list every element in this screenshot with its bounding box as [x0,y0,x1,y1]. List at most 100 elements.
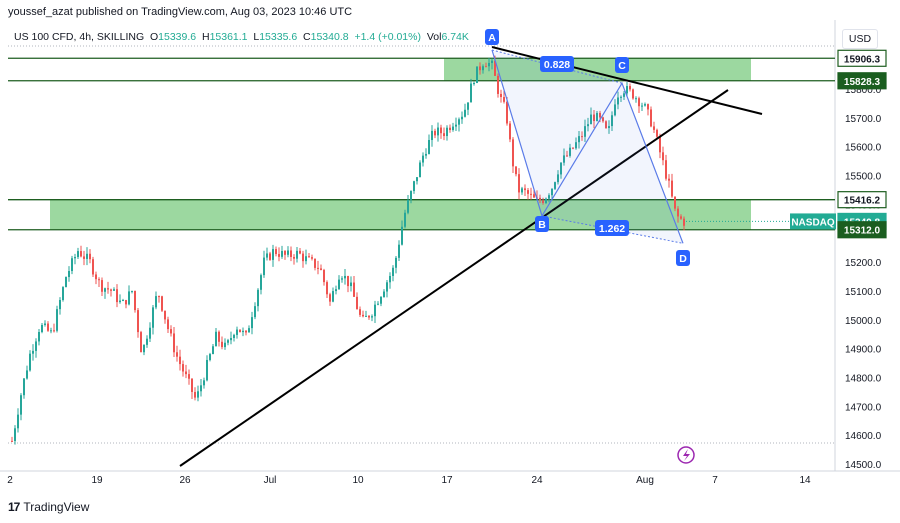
candle-body [332,291,334,302]
close-label: C [303,31,311,43]
candle-body [317,267,319,269]
candle-body [248,328,250,333]
candle-body [530,193,532,195]
candle-body [656,129,658,137]
candle-body [638,98,640,107]
candle-body [290,250,292,257]
low-value: 15335.6 [259,31,298,43]
candle-body [173,333,175,353]
candle-body [104,288,106,292]
candle-body [113,289,115,291]
candle-body [470,83,472,103]
candle-body [128,291,130,305]
candle-body [572,147,574,149]
candle-body [626,86,628,94]
candle-body [428,140,430,154]
candle-body [35,341,37,351]
candle-body [653,126,655,130]
candle-body [50,330,52,332]
candle-body [221,341,223,348]
candle-body [227,340,229,343]
candle-body [659,136,661,153]
candle-body [305,256,307,262]
tradingview-logo-icon: 17 [8,500,20,514]
candle-body [203,380,205,386]
price-tick-label: 14900.0 [845,345,882,356]
pattern-point-a: A [485,29,499,45]
candle-body [479,66,481,71]
symbol-tag-bg [790,213,836,230]
brand-name: TradingView [23,500,90,514]
candle-body [242,330,244,333]
candle-body [395,257,397,268]
time-axis[interactable]: 2 19 26 Jul 10 17 24 Aug 7 14 [7,475,811,486]
candle-body [83,256,85,259]
price-tick-label: 15800.0 [845,85,882,96]
candle-body [32,350,34,354]
candle-body [170,329,172,334]
grid [0,20,900,472]
candle-body [554,182,556,189]
candle-body [359,309,361,315]
price-tag-text: 15906.3 [844,54,881,65]
candle-body [662,152,664,161]
candle-body [374,304,376,317]
time-tick-label: 26 [179,475,191,486]
candle-body [455,124,457,127]
price-tag: 15312.0 [837,221,887,239]
pattern-layer: A B C D 0.828 1.262 [485,29,695,464]
candle-body [437,127,439,136]
candle-body [566,155,568,157]
candle-body [161,296,163,311]
ascending-trendline [179,89,729,467]
candle-body [62,287,64,301]
pattern-point-d-bg [676,250,690,266]
candle-body [482,66,484,71]
candle-body [602,117,604,122]
currency-button[interactable]: USD [842,29,878,49]
candle-body [560,162,562,175]
descending-trendline [491,46,763,115]
footer-brand[interactable]: 17 TradingView [8,500,89,514]
candle-body [185,371,187,375]
candle-body [515,166,517,175]
candle-body [506,101,508,124]
candle-body [368,315,370,318]
candle-body [302,253,304,262]
candle-body [587,124,589,127]
candle-body [281,251,283,257]
candle-body [614,104,616,116]
candle-body [410,191,412,200]
pattern-point-c: C [615,57,629,73]
candle-body [89,253,91,260]
candle-body [533,194,535,198]
price-tick-label: 15000.0 [845,316,882,327]
candle-body [392,267,394,276]
pattern-point-d-text: D [679,253,687,265]
candle-body [545,198,547,203]
candle-body [461,116,463,120]
candle-body [278,254,280,257]
candle-body [647,104,649,110]
candle-body [191,378,193,392]
candle-body [98,279,100,281]
candle-body [401,226,403,245]
candle-body [308,256,310,258]
price-tag-bg [837,49,887,67]
price-tick-label: 15700.0 [845,114,882,125]
candle-body [296,250,298,259]
candle-body [590,114,592,125]
candle-body [143,344,145,353]
price-tick-label: 14500.0 [845,460,882,471]
candle-body [182,364,184,372]
candle-body [665,160,667,179]
candle-body [518,174,520,193]
lightning-icon [683,449,690,461]
candle-body [86,253,88,259]
candle-body [380,297,382,304]
candle-body [458,119,460,125]
candle-body [674,196,676,209]
candle-body [116,289,118,303]
price-axis[interactable]: 14500.0 14600.0 14700.0 14800.0 14900.0 15000… [790,49,887,471]
